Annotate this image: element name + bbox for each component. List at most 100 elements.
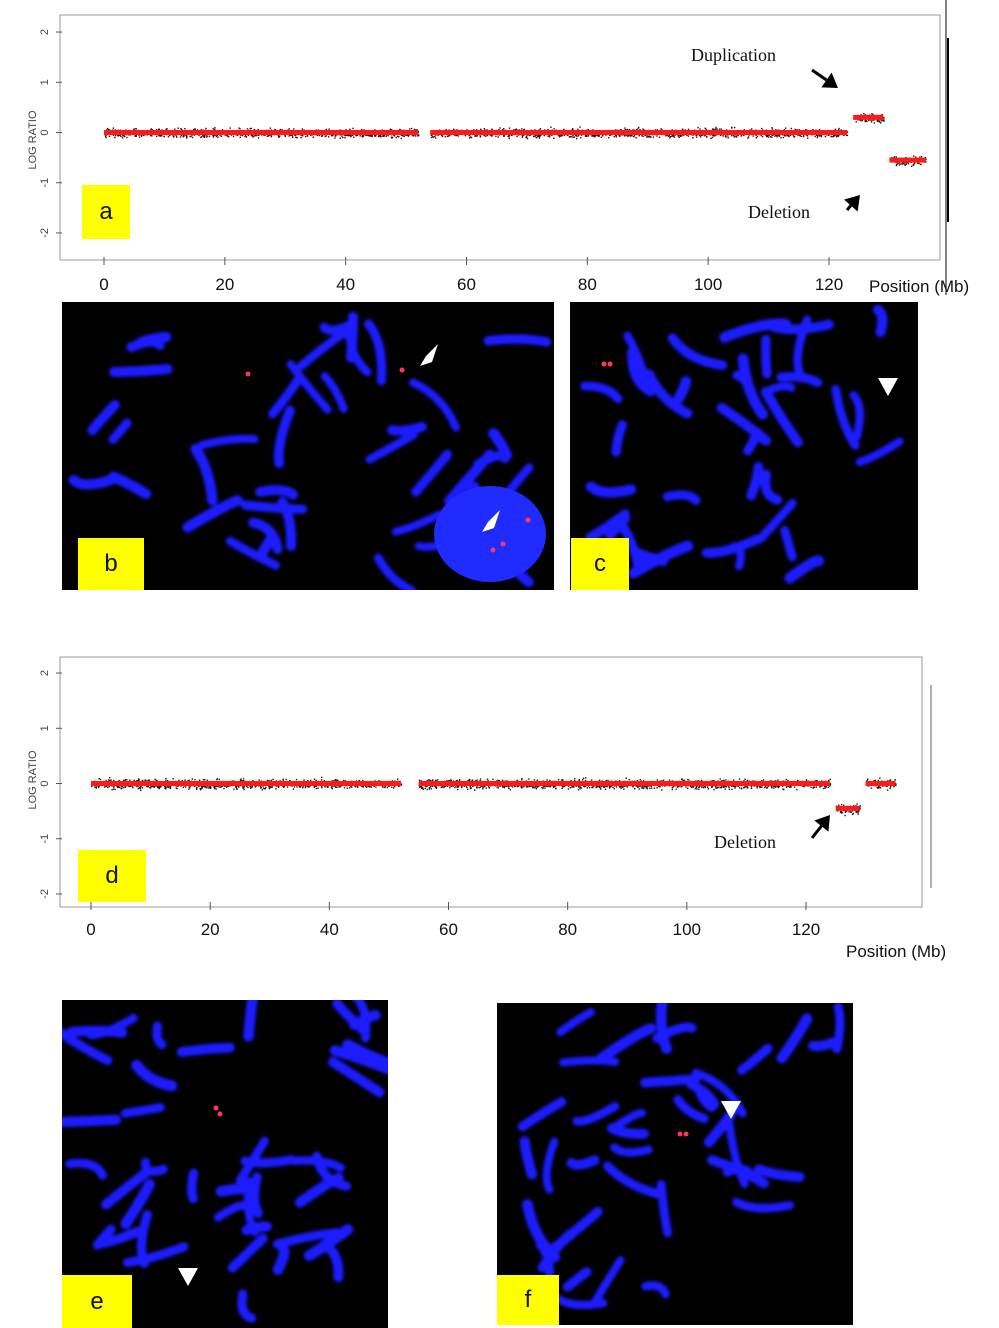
data-point (105, 779, 107, 782)
data-point (338, 786, 340, 788)
data-point (673, 136, 675, 138)
data-point (463, 785, 466, 787)
data-point (578, 786, 580, 788)
data-point (483, 134, 486, 137)
data-point (227, 136, 230, 138)
data-point (124, 779, 127, 781)
data-point (112, 788, 115, 790)
data-point (743, 129, 745, 131)
data-point (136, 785, 138, 788)
data-point (761, 135, 764, 138)
data-point (642, 787, 645, 789)
data-point (776, 136, 778, 138)
data-point (95, 786, 97, 788)
data-point (833, 135, 835, 137)
data-point (600, 785, 602, 788)
data-point (713, 135, 716, 137)
data-point (681, 785, 683, 788)
data-point (671, 134, 674, 136)
data-point (546, 785, 548, 788)
data-point (794, 128, 796, 131)
data-point (549, 134, 551, 137)
data-point (535, 137, 538, 139)
data-point (137, 778, 140, 780)
data-point (165, 778, 167, 780)
data-point (740, 135, 742, 137)
data-point (296, 786, 298, 788)
data-point (108, 129, 110, 131)
data-point (698, 788, 700, 790)
data-point (647, 136, 650, 138)
chromosome (855, 437, 904, 467)
data-point (507, 135, 509, 138)
data-point (121, 785, 124, 787)
data-point (241, 779, 243, 782)
data-point (676, 786, 679, 788)
data-point (574, 778, 576, 780)
data-point (422, 788, 424, 790)
data-point (714, 785, 717, 788)
data-point (615, 134, 617, 137)
data-point (523, 128, 525, 131)
data-point (228, 785, 230, 787)
data-point (208, 787, 210, 789)
data-point (239, 128, 241, 130)
data-point (824, 136, 827, 138)
data-point (331, 787, 333, 790)
data-point (243, 788, 245, 791)
chromosome (483, 334, 552, 347)
data-point (474, 134, 477, 136)
data-point (920, 155, 923, 158)
data-point (743, 134, 745, 137)
data-point (543, 134, 546, 137)
data-point (855, 121, 857, 123)
data-point (511, 134, 513, 136)
chromosome (737, 353, 769, 420)
data-point (633, 135, 635, 138)
data-point (792, 135, 795, 137)
data-point (295, 778, 298, 781)
data-point (410, 127, 413, 130)
data-point (253, 135, 255, 137)
data-point (155, 135, 158, 137)
chromosome (365, 430, 418, 464)
data-point (416, 129, 418, 131)
data-point (606, 785, 608, 788)
data-point (778, 135, 780, 137)
data-point (132, 786, 134, 789)
data-point (687, 135, 690, 137)
data-point (293, 128, 295, 130)
data-point (362, 779, 364, 782)
data-point (235, 786, 237, 789)
data-point (262, 787, 265, 789)
data-point (667, 135, 670, 137)
data-point (251, 785, 253, 788)
data-point (239, 780, 241, 782)
data-point (302, 787, 304, 789)
data-point (251, 786, 253, 789)
data-point (417, 134, 420, 136)
data-point (304, 786, 307, 789)
data-point (345, 134, 348, 136)
data-point (111, 789, 113, 791)
data-point (136, 780, 138, 782)
data-point (117, 135, 119, 137)
data-point (834, 128, 837, 130)
data-point (407, 135, 410, 137)
data-point (267, 135, 269, 137)
data-point (401, 134, 403, 136)
data-point (756, 135, 759, 138)
data-point (328, 128, 330, 130)
data-point (756, 787, 758, 789)
data-point (212, 136, 214, 138)
data-point (682, 129, 684, 131)
chromosome (108, 418, 132, 444)
chromosome (673, 376, 692, 404)
data-point (772, 134, 774, 136)
data-point (288, 128, 290, 130)
data-point (181, 128, 183, 131)
data-point (829, 785, 831, 787)
data-point (334, 780, 336, 782)
data-point (838, 129, 840, 131)
data-point (598, 135, 600, 137)
